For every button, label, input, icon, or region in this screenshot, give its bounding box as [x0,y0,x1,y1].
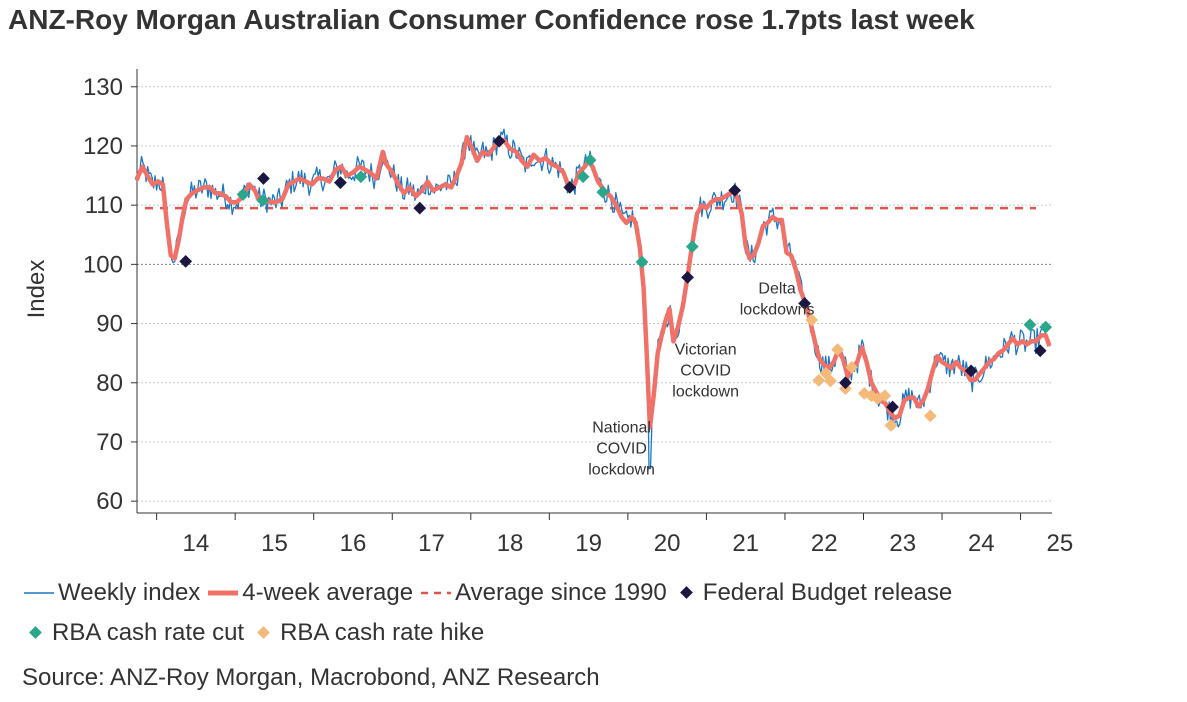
y-tick-label-60: 60 [96,488,123,515]
x-tick-label-15: 15 [261,530,288,557]
marker-rba-cut-10 [1039,320,1053,334]
marker-federal-budget-1 [257,172,270,185]
annotation-delta-line-1: lockdowns [740,301,815,318]
annotation-victorian-line-2: lockdown [672,383,739,400]
legend-label-hike: RBA cash rate hike [280,619,485,646]
y-axis-label: Index [23,260,50,319]
annotation-national: National COVID lockdown [588,419,655,478]
marker-rba-cut-0 [236,188,250,201]
marker-federal-budget-3 [413,201,427,215]
legend-swatch-cut [29,626,42,639]
x-tick-label-20: 20 [654,530,681,557]
legend-label-budget: Federal Budget release [702,579,953,606]
x-tick-label-22: 22 [811,530,838,557]
y-tick-label-80: 80 [96,370,123,397]
legend-swatch-avg4 [208,590,239,596]
legend-label-weekly: Weekly index [58,579,201,606]
marker-rba-cut-7 [635,255,649,269]
legend-swatch-avg1990 [421,591,452,595]
marker-federal-budget-6 [681,271,694,284]
x-tick-label-25: 25 [1047,530,1074,557]
x-tick-label-21: 21 [732,530,759,557]
annotation-victorian-line-0: Victorian [675,341,737,358]
annotation-delta: Delta lockdowns [740,280,815,318]
y-tick-label-100: 100 [83,251,123,278]
marker-rba-hike-12 [923,409,937,423]
marker-federal-budget-4 [492,134,506,148]
annotation-national-line-2: lockdown [588,461,655,478]
legend-label-avg4: 4-week average [242,579,414,606]
legend-item-cut: RBA cash rate cut [24,619,244,647]
x-tick-label-18: 18 [497,530,524,557]
y-tick-label-70: 70 [96,429,123,456]
legend-item-hike: RBA cash rate hike [252,619,484,647]
chart-title: ANZ-Roy Morgan Australian Consumer Confi… [8,4,975,35]
annotation-victorian: Victorian COVID lockdown [672,341,739,400]
marker-rba-cut-9 [1023,318,1037,332]
legend-label-cut: RBA cash rate cut [52,619,245,646]
y-tick-label-110: 110 [85,192,123,219]
legend-item-weekly: Weekly index [24,579,200,607]
legend-item-avg4: 4-week average [208,579,413,607]
y-tick-label-130: 130 [83,74,123,101]
marker-rba-cut-1 [256,194,270,207]
y-tick-label-90: 90 [96,311,123,338]
legend-label-avg1990: Average since 1990 [455,579,667,606]
legend-swatch-budget [679,586,693,599]
marker-rba-cut-8 [685,240,699,253]
legend-item-budget: Federal Budget release [675,579,953,607]
annotation-delta-line-0: Delta [758,280,795,297]
chart-plot: 60 70 80 90 100 110 120 130 14 15 16 17 18 19 20 21 22 23… [23,69,1074,557]
marker-federal-budget-0 [179,255,193,268]
source-note: Source: ANZ-Roy Morgan, Macrobond, ANZ R… [22,664,600,691]
legend-swatch-hike [257,626,270,639]
x-tick-label-16: 16 [340,530,367,557]
legend-item-avg1990: Average since 1990 [421,579,667,607]
legend-swatch-weekly [24,592,54,594]
marker-rba-cut-3 [354,170,368,184]
annotation-victorian-line-1: COVID [680,362,731,379]
series-weekly-index-line [136,128,1049,470]
annotation-national-line-0: National [592,419,651,436]
x-tick-label-23: 23 [889,530,916,557]
x-tick-label-24: 24 [968,530,995,557]
marker-federal-budget-2 [334,176,347,190]
legend: Weekly index 4-week average Average sinc… [24,573,960,653]
annotation-national-line-1: COVID [596,440,647,457]
series-4-week-average-line [134,134,1052,430]
x-tick-label-17: 17 [418,530,445,557]
y-tick-label-120: 120 [83,133,123,160]
x-tick-label-19: 19 [575,530,602,557]
x-tick-label-14: 14 [183,530,210,557]
